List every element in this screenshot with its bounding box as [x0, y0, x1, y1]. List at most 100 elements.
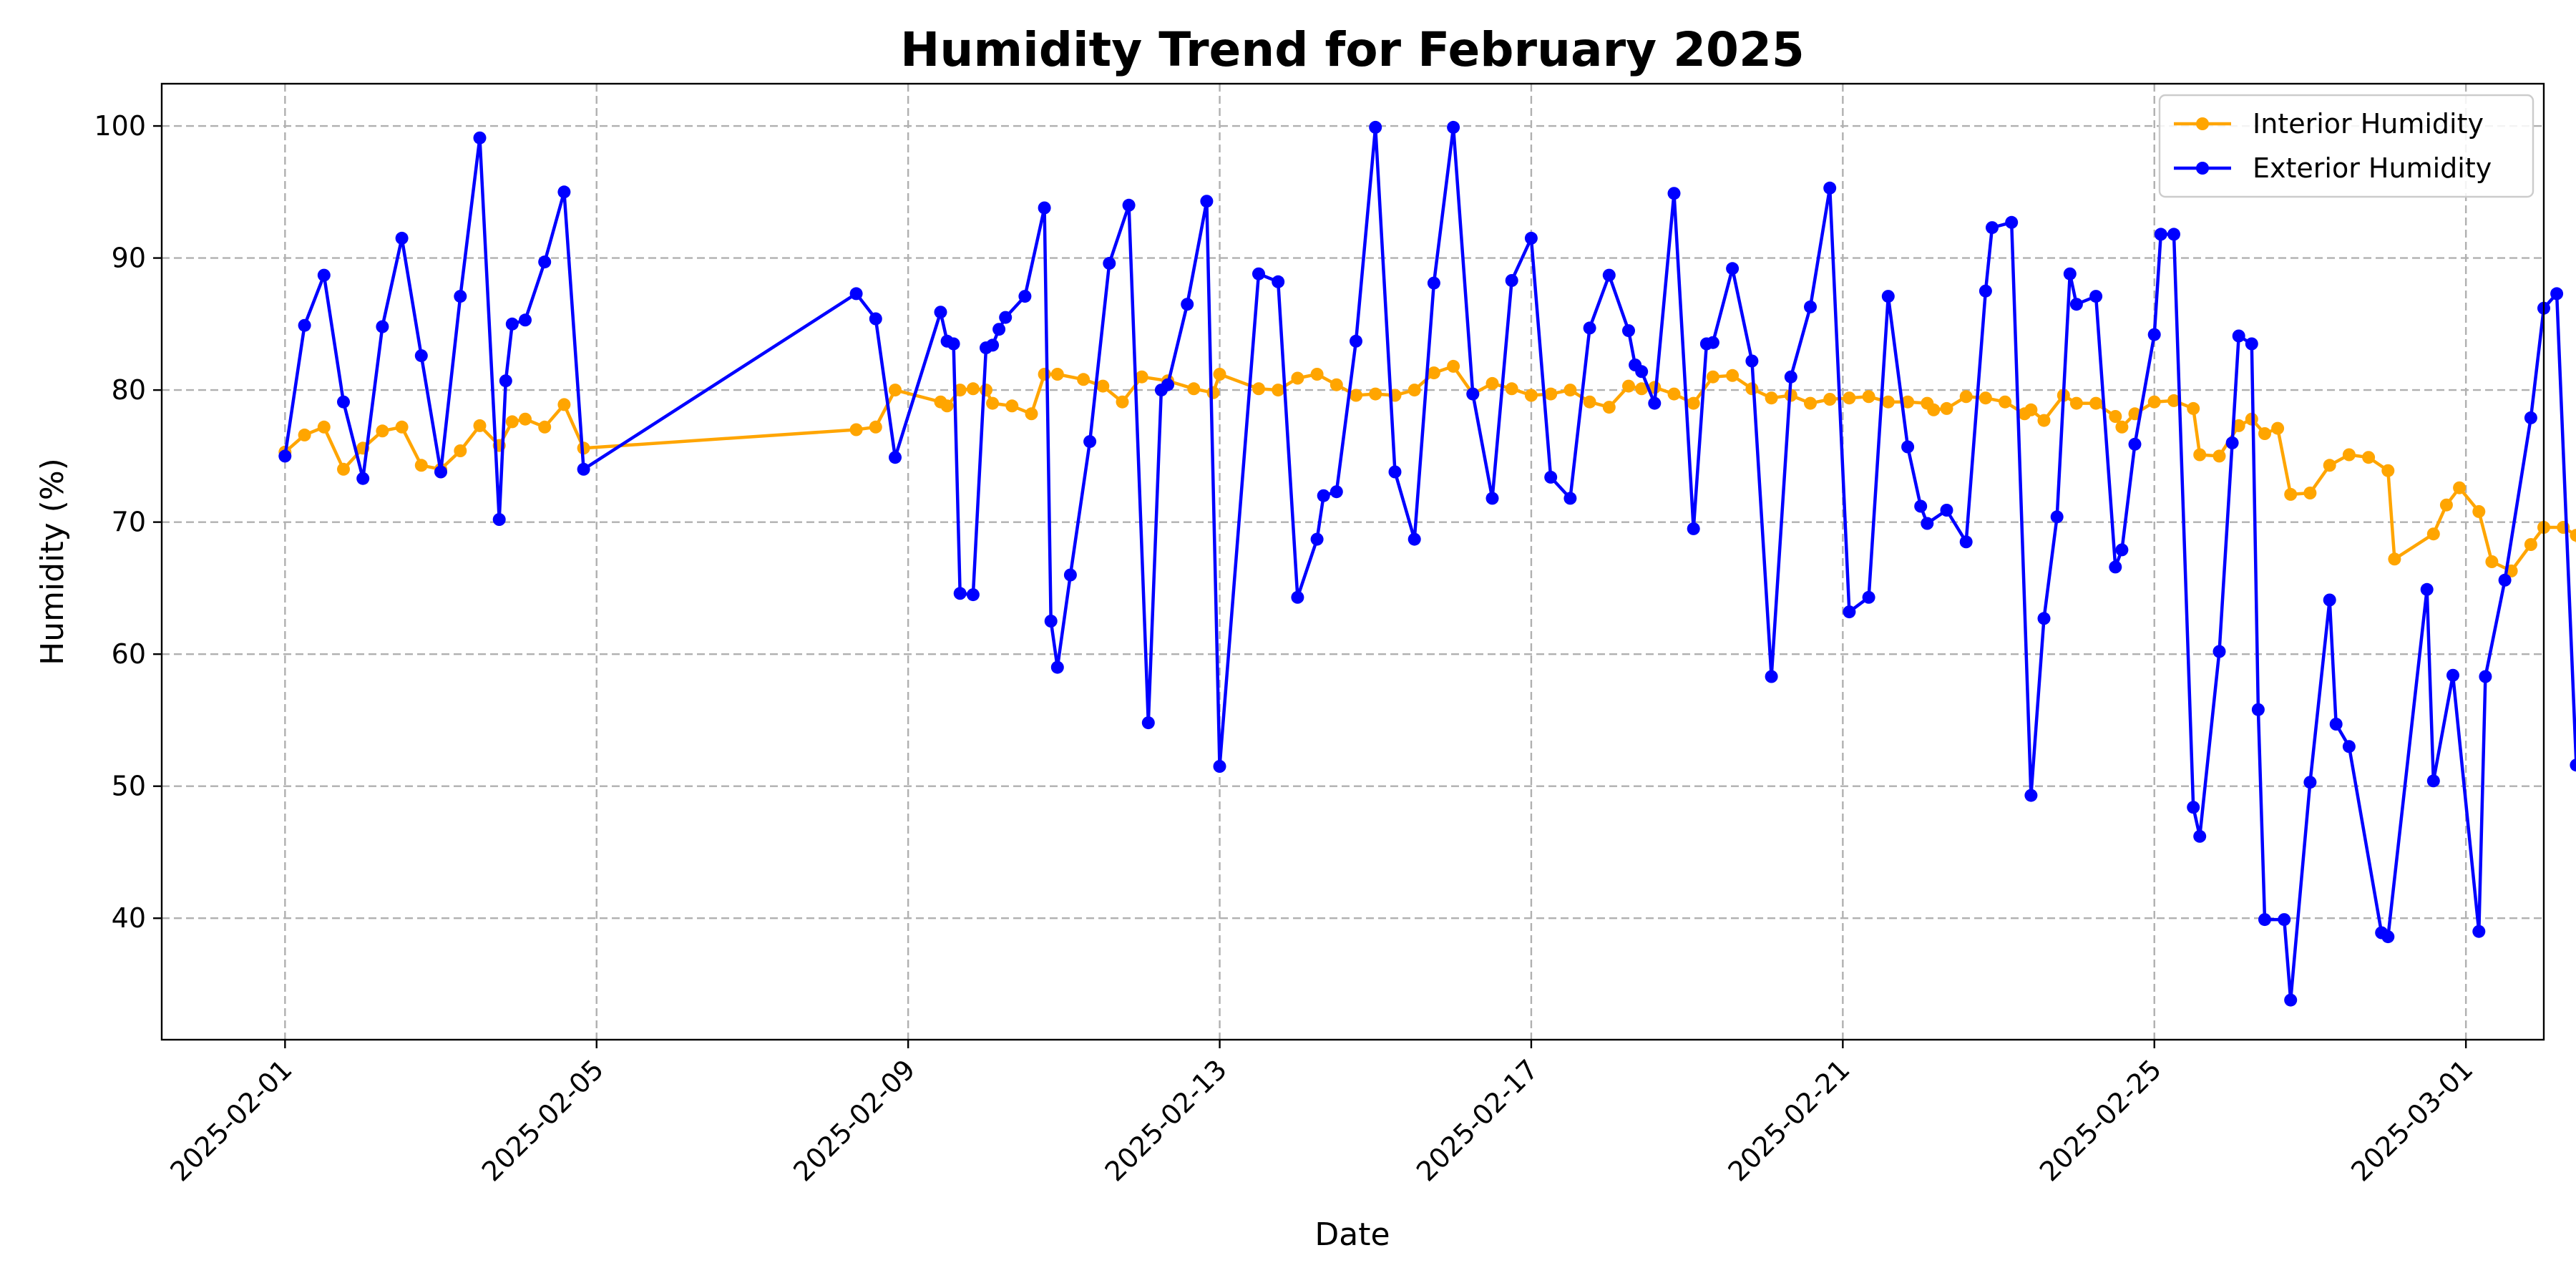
legend-marker	[2196, 117, 2209, 130]
data-point	[1726, 369, 1740, 382]
data-point	[1369, 387, 1382, 401]
data-point	[1823, 393, 1837, 406]
data-point	[317, 268, 331, 282]
data-point	[2446, 668, 2459, 682]
data-point	[2167, 228, 2180, 241]
data-point	[934, 306, 947, 319]
data-point	[519, 313, 532, 327]
data-point	[1038, 368, 1051, 381]
data-point	[2388, 552, 2401, 566]
data-point	[1765, 391, 1778, 405]
data-point	[1447, 359, 1460, 373]
data-point	[1667, 187, 1681, 200]
data-point	[1252, 382, 1265, 396]
data-point	[376, 424, 389, 438]
data-point	[1706, 336, 1719, 349]
data-point	[376, 320, 389, 333]
data-point	[986, 338, 1000, 352]
data-point	[2550, 287, 2564, 301]
y-tick-label: 40	[112, 902, 146, 934]
data-point	[1687, 522, 1700, 535]
legend-label: Interior Humidity	[2253, 108, 2484, 140]
data-point	[1310, 368, 1324, 381]
data-point	[992, 323, 1006, 336]
data-point	[1635, 365, 1649, 379]
data-point	[1466, 387, 1480, 401]
data-point	[2271, 421, 2285, 435]
data-point	[1745, 354, 1759, 368]
data-point	[1310, 532, 1324, 546]
data-point	[2479, 670, 2492, 683]
data-point	[1843, 605, 1856, 619]
data-point	[1804, 396, 1817, 410]
data-point	[869, 312, 882, 326]
data-point	[986, 396, 1000, 410]
data-point	[1999, 395, 2012, 409]
data-point	[1050, 368, 1064, 381]
legend: Interior Humidity Exterior Humidity	[2158, 94, 2534, 198]
data-point	[1784, 370, 1797, 384]
data-point	[889, 451, 902, 464]
data-point	[1291, 371, 1304, 385]
data-point	[505, 317, 519, 331]
data-point	[2050, 510, 2064, 524]
data-point	[414, 349, 428, 363]
data-point	[1804, 300, 1817, 313]
data-point	[2109, 560, 2122, 574]
data-point	[2303, 487, 2317, 499]
data-point	[395, 231, 409, 245]
data-point	[1485, 376, 1499, 390]
data-point	[1505, 382, 1518, 396]
data-point	[2342, 448, 2356, 462]
data-point	[557, 398, 571, 411]
data-point	[2037, 414, 2051, 427]
grid-lines	[162, 84, 2544, 1040]
data-point	[1979, 284, 1992, 298]
data-point	[317, 420, 331, 434]
data-point	[2439, 498, 2453, 512]
data-point	[1927, 403, 1941, 416]
x-axis-label: Date	[1314, 1216, 1390, 1253]
data-point	[337, 462, 350, 476]
data-point	[940, 399, 954, 413]
data-point	[1083, 435, 1097, 449]
data-point	[2251, 703, 2265, 716]
data-point	[2193, 448, 2207, 462]
data-point	[1914, 499, 1928, 513]
data-point	[557, 185, 571, 199]
data-point	[1862, 390, 1875, 404]
data-point	[278, 449, 292, 463]
data-point	[1077, 373, 1091, 386]
data-point	[1524, 389, 1538, 402]
data-point	[1881, 395, 1895, 409]
data-point	[1427, 366, 1440, 380]
data-point	[2426, 527, 2440, 541]
data-point	[473, 419, 487, 432]
data-point	[1317, 489, 1330, 502]
data-point	[1122, 198, 1136, 212]
data-point	[2115, 420, 2129, 434]
data-point	[1485, 492, 1499, 505]
data-point	[356, 472, 370, 485]
y-tick-label: 60	[112, 638, 146, 670]
data-point	[1862, 590, 1875, 604]
data-point	[2472, 924, 2486, 938]
data-point	[298, 428, 311, 441]
data-point	[1706, 370, 1719, 384]
data-point	[1959, 535, 1973, 549]
data-point	[1044, 615, 1058, 628]
data-point	[1200, 195, 1214, 208]
y-tick-label: 50	[112, 771, 146, 802]
data-point	[2024, 403, 2038, 416]
data-point	[1524, 231, 1538, 245]
data-point	[2426, 774, 2440, 788]
data-point	[1116, 395, 1129, 409]
data-point	[1350, 334, 1362, 348]
data-point	[1921, 517, 1934, 530]
data-point	[2329, 718, 2343, 731]
data-point	[1063, 568, 1077, 582]
data-point	[2284, 487, 2298, 501]
data-point	[1447, 120, 1460, 134]
data-point	[1272, 275, 1285, 288]
